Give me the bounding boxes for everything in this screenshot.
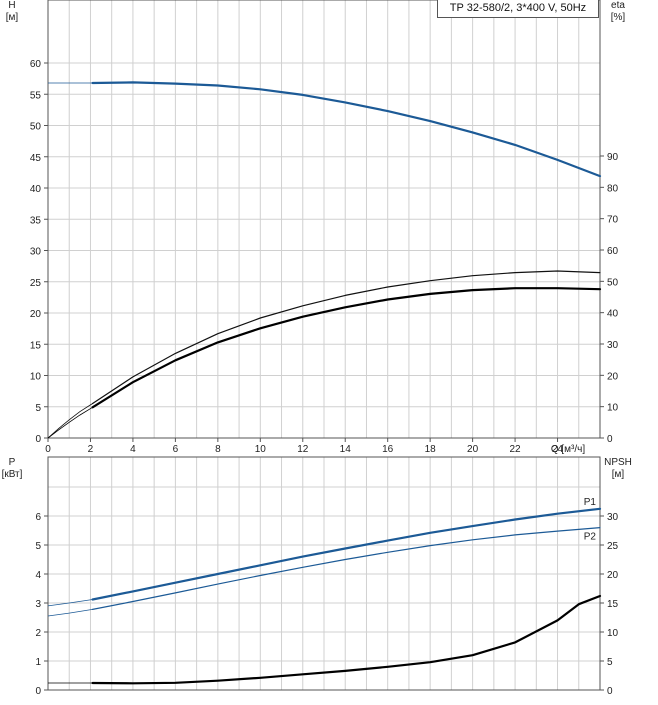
right-tick-label: 0: [607, 434, 613, 445]
right-tick-label: 15: [607, 599, 619, 610]
right-tick-label: 70: [607, 215, 619, 226]
right-tick-label: 30: [607, 340, 619, 351]
right-axis-unit: [м]: [612, 469, 625, 480]
left-tick-label: 4: [35, 570, 41, 581]
left-axis-unit: [м]: [6, 12, 19, 23]
left-tick-label: 25: [30, 278, 42, 289]
x-tick-label: 20: [467, 444, 479, 455]
left-tick-label: 15: [30, 340, 42, 351]
series-0-1-extension: [47, 403, 93, 439]
series-1-0-extension: [47, 599, 93, 607]
left-axis-name: H: [8, 0, 15, 11]
right-axis-name: NPSH: [604, 457, 632, 468]
series-0-2-extension: [47, 406, 93, 439]
x-tick-label: 0: [45, 444, 51, 455]
left-tick-label: 10: [30, 372, 42, 383]
series-1-2-line: [91, 594, 602, 685]
series-1-1-extension: [47, 609, 93, 617]
right-tick-label: 20: [607, 371, 619, 382]
left-tick-label: 0: [35, 686, 41, 697]
x-tick-label: 16: [382, 444, 394, 455]
right-tick-label: 20: [607, 570, 619, 581]
x-tick-label: 24: [552, 444, 564, 455]
left-tick-label: 2: [35, 628, 41, 639]
left-tick-label: 3: [35, 599, 41, 610]
series-0-0-line: [91, 81, 602, 178]
series-0-1-line: [92, 270, 601, 405]
left-axis-unit: [кВт]: [2, 469, 23, 480]
left-tick-label: 40: [30, 184, 42, 195]
right-tick-label: 50: [607, 277, 619, 288]
right-tick-label: 0: [607, 686, 613, 697]
left-tick-label: 60: [30, 59, 42, 70]
left-tick-label: 20: [30, 309, 42, 320]
left-tick-label: 0: [35, 434, 41, 445]
series-1-1-line: [92, 527, 601, 610]
chart-title: TP 32-580/2, 3*400 V, 50Hz: [437, 0, 599, 18]
right-tick-label: 40: [607, 309, 619, 320]
left-tick-label: 5: [35, 541, 41, 552]
left-axis-name: P: [9, 457, 16, 468]
right-tick-label: 30: [607, 512, 619, 523]
right-axis-name: eta: [611, 0, 625, 11]
x-tick-label: 14: [340, 444, 352, 455]
x-tick-label: 6: [173, 444, 179, 455]
right-tick-label: 80: [607, 183, 619, 194]
right-tick-label: 60: [607, 246, 619, 257]
left-tick-label: 50: [30, 122, 42, 133]
right-tick-label: 90: [607, 152, 619, 163]
right-tick-label: 10: [607, 628, 619, 639]
x-tick-label: 18: [425, 444, 437, 455]
series-label-p1: P1: [584, 497, 597, 508]
x-tick-label: 2: [88, 444, 94, 455]
right-axis-unit: [%]: [611, 12, 626, 23]
left-tick-label: 1: [35, 657, 41, 668]
right-tick-label: 25: [607, 541, 619, 552]
series-0-2-line: [91, 287, 602, 409]
left-tick-label: 6: [35, 512, 41, 523]
x-tick-label: 22: [510, 444, 522, 455]
left-tick-label: 5: [35, 403, 41, 414]
right-tick-label: 10: [607, 403, 619, 414]
x-tick-label: 8: [215, 444, 221, 455]
left-tick-label: 55: [30, 90, 42, 101]
x-tick-label: 10: [255, 444, 267, 455]
left-tick-label: 35: [30, 215, 42, 226]
series-1-0-line: [91, 507, 602, 601]
x-tick-label: 12: [297, 444, 309, 455]
x-axis-label: Q [м³/ч]: [551, 444, 586, 455]
series-label-p2: P2: [584, 532, 597, 543]
x-tick-label: 4: [130, 444, 136, 455]
right-tick-label: 5: [607, 657, 613, 668]
left-tick-label: 30: [30, 247, 42, 258]
left-tick-label: 45: [30, 153, 42, 164]
